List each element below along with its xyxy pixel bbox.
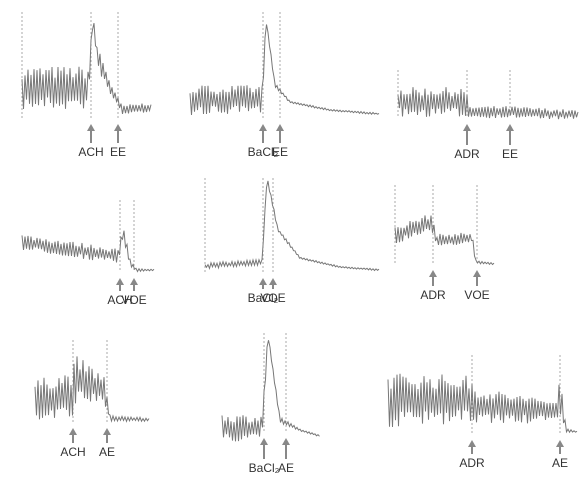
- trace: [34, 356, 150, 423]
- trace: [394, 215, 495, 266]
- arrow-head: [114, 124, 122, 131]
- arrow-head: [282, 438, 290, 445]
- arrow-head: [269, 278, 277, 285]
- arrow-head: [259, 124, 267, 131]
- trace: [204, 180, 380, 272]
- arrow-head: [468, 440, 476, 447]
- label: EE: [110, 145, 126, 159]
- arrow-head: [276, 124, 284, 131]
- arrow-head: [69, 428, 77, 435]
- arrow-head: [429, 270, 437, 277]
- label: VOE: [260, 291, 285, 305]
- label: BaCl₂: [248, 145, 279, 159]
- label: VOE: [464, 288, 489, 302]
- arrow-head: [260, 438, 268, 445]
- trace: [189, 24, 380, 116]
- label: ACH: [107, 293, 132, 307]
- trace: [387, 373, 578, 434]
- label: AE: [278, 461, 294, 475]
- arrow-head: [556, 440, 564, 447]
- arrow-head: [259, 278, 267, 285]
- label: ADR: [420, 288, 446, 302]
- label: ACH: [60, 445, 85, 459]
- label: AE: [552, 456, 568, 470]
- arrow-head: [87, 124, 95, 131]
- trace: [397, 87, 579, 120]
- arrow-head: [130, 278, 138, 285]
- label: EE: [502, 147, 518, 161]
- trace: [21, 230, 155, 273]
- arrow-head: [506, 124, 514, 131]
- label: AE: [99, 445, 115, 459]
- label: EE: [272, 145, 288, 159]
- label: BaCl₂: [249, 461, 280, 475]
- arrow-head: [116, 278, 124, 285]
- trace: [21, 22, 152, 114]
- arrow-head: [463, 124, 471, 131]
- label: ACH: [78, 145, 103, 159]
- arrow-head: [473, 270, 481, 277]
- trace: [221, 340, 320, 442]
- label: ADR: [459, 456, 485, 470]
- label: VOE: [121, 293, 146, 307]
- arrow-head: [103, 428, 111, 435]
- label: ADR: [454, 147, 480, 161]
- label: BaCl₂: [248, 291, 279, 305]
